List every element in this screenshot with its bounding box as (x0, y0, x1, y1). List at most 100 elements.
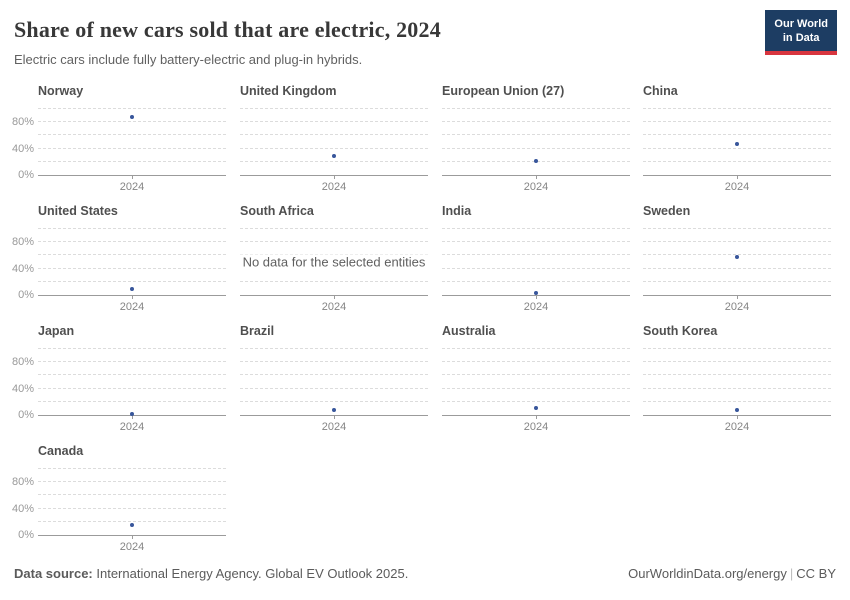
data-point[interactable] (735, 255, 739, 260)
facet: India 2024 (442, 204, 630, 313)
data-point[interactable] (130, 114, 134, 119)
data-point[interactable] (735, 141, 739, 146)
facet-plot-area: 2024 (240, 348, 428, 433)
facet-plot-area: 2024 (643, 108, 831, 193)
gridline (240, 108, 428, 109)
gridline (38, 374, 226, 376)
gridline (38, 134, 226, 136)
gridline (643, 134, 831, 136)
gridline (240, 241, 428, 243)
y-axis-label: 80% (11, 356, 34, 369)
gridline (643, 147, 831, 149)
owid-logo-line2: in Data (782, 32, 820, 45)
data-point[interactable] (332, 408, 336, 413)
gridline (240, 387, 428, 389)
facet-plot-area: 2024 (643, 348, 831, 433)
facet-title: Canada (38, 444, 84, 458)
facet: Canada 2024 0% 40% 80% (12, 444, 226, 553)
footer-separator: | (789, 566, 794, 581)
gridline (240, 400, 428, 402)
gridline (240, 280, 428, 282)
gridline (442, 121, 630, 123)
facet: South Africa 2024 No data for the selected… (240, 204, 428, 313)
facet-title: Norway (38, 84, 84, 98)
gridline (38, 468, 226, 469)
data-point[interactable] (534, 291, 538, 296)
y-axis-label: 0% (18, 409, 34, 421)
facet-plot-area: 2024 0% 40% 80% (12, 348, 226, 433)
owid-logo-line1: Our World (774, 18, 828, 30)
x-axis-label: 2024 (321, 421, 347, 433)
gridline (442, 241, 630, 243)
gridline (38, 520, 226, 522)
gridline (643, 280, 831, 282)
gridline (442, 147, 630, 149)
facet-plot-area: 2024 (442, 228, 630, 313)
data-point[interactable] (534, 159, 538, 164)
facet: Brazil 2024 (240, 324, 428, 433)
x-axis-label: 2024 (321, 301, 347, 313)
owid-logo[interactable]: Our World in Data (765, 10, 837, 55)
x-axis-tick (536, 415, 537, 419)
data-point[interactable] (735, 408, 739, 413)
data-source-note: Data source: International Energy Agency… (14, 566, 408, 581)
gridline (442, 108, 630, 109)
x-axis-tick (737, 415, 738, 419)
x-axis-label: 2024 (724, 421, 750, 433)
x-axis-label: 2024 (321, 181, 347, 193)
data-point[interactable] (130, 286, 134, 291)
facet-plot-area: 2024 No data for the selected entities (240, 228, 428, 313)
facet-plot-area: 2024 0% 40% 80% (12, 228, 226, 313)
gridline (240, 361, 428, 363)
x-axis-tick (132, 175, 133, 179)
gridline (643, 241, 831, 243)
gridline (38, 241, 226, 243)
data-source-text: International Energy Agency. Global EV O… (92, 566, 409, 581)
gridline (643, 254, 831, 256)
gridline (38, 481, 226, 483)
y-axis-label: 80% (11, 236, 34, 249)
facet: United Kingdom 2024 (240, 84, 428, 193)
x-axis-tick (334, 175, 335, 179)
data-point[interactable] (130, 412, 134, 416)
gridline (643, 374, 831, 376)
gridline (240, 374, 428, 376)
x-axis-tick (334, 295, 335, 299)
x-axis-label: 2024 (523, 301, 549, 313)
gridline (643, 400, 831, 402)
x-axis-tick (132, 415, 133, 419)
gridline (240, 228, 428, 229)
x-axis-label: 2024 (119, 181, 145, 193)
y-axis-label: 80% (11, 476, 34, 489)
facet-title: Brazil (240, 324, 275, 338)
facet-title: European Union (27) (442, 84, 565, 98)
y-axis-label: 0% (18, 529, 34, 541)
gridline (38, 361, 226, 363)
gridline (38, 494, 226, 496)
gridline (38, 108, 226, 109)
gridline (38, 280, 226, 282)
facet: United States 2024 0% 40% 80% (12, 204, 226, 313)
data-source-label: Data source: (14, 566, 93, 581)
x-axis-label: 2024 (724, 301, 750, 313)
facet-title: Sweden (643, 204, 691, 218)
data-point[interactable] (332, 154, 336, 159)
data-point[interactable] (130, 523, 134, 528)
facet-title: Japan (38, 324, 75, 338)
gridline (240, 134, 428, 136)
gridline (442, 134, 630, 136)
gridline (643, 121, 831, 123)
no-data-message: No data for the selected entities (240, 254, 428, 270)
gridline (643, 267, 831, 269)
cc-by-license-link[interactable]: CC BY (796, 566, 836, 581)
gridline (38, 147, 226, 149)
gridline (643, 387, 831, 389)
gridline (643, 108, 831, 109)
facet-plot-area: 2024 (442, 348, 630, 433)
data-point[interactable] (534, 406, 538, 411)
x-axis-tick (334, 415, 335, 419)
owid-energy-link[interactable]: OurWorldinData.org/energy (628, 566, 787, 581)
x-axis-tick (737, 295, 738, 299)
gridline (38, 160, 226, 162)
